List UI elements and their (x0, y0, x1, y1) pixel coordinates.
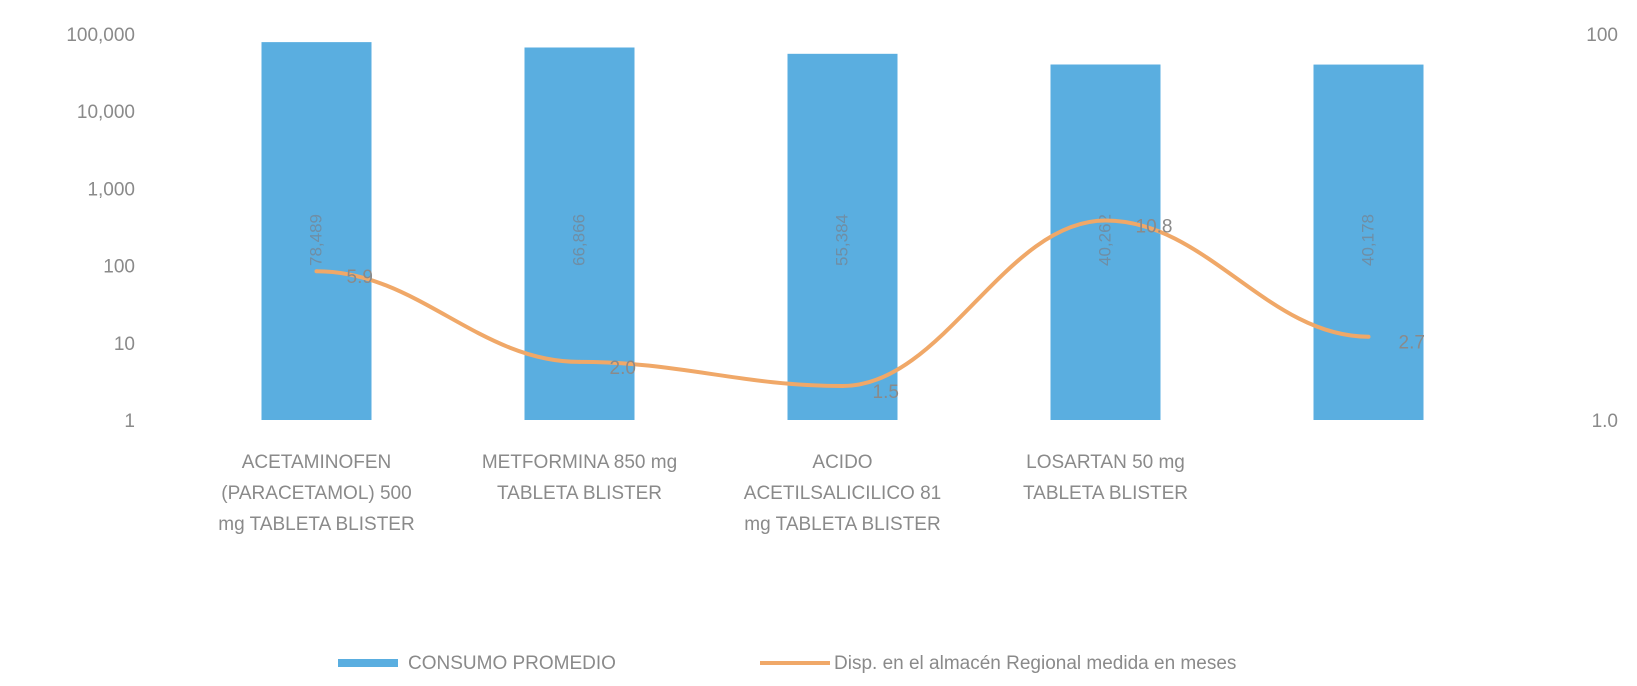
category-label-line: ACETAMINOFEN (242, 452, 392, 473)
legend-label-line: Disp. en el almacén Regional medida en m… (834, 653, 1236, 674)
bar-data-labels: 78,489 66,866 55,384 40,262 40,178 (307, 214, 1378, 266)
bar-value-label: 66,866 (570, 214, 589, 266)
legend-swatch-bar (338, 659, 398, 667)
category-label-line: ACETILSALICILICO 81 (744, 483, 941, 504)
bar-value-label: 78,489 (307, 214, 326, 266)
line-value-label: 2.7 (1399, 333, 1425, 354)
line-point (840, 384, 845, 389)
legend-label-bar: CONSUMO PROMEDIO (408, 653, 616, 674)
bar-value-label: 40,262 (1096, 214, 1115, 266)
category-label: LOSARTAN 50 mg TABLETA BLISTER (1023, 452, 1188, 504)
bar (787, 53, 898, 420)
legend: CONSUMO PROMEDIO Disp. en el almacén Reg… (338, 653, 1236, 674)
line-value-label: 1.5 (873, 382, 899, 403)
category-label-line: TABLETA BLISTER (497, 483, 662, 504)
line-point (1366, 334, 1371, 339)
category-label: METFORMINA 850 mg TABLETA BLISTER (482, 452, 677, 504)
line-value-label: 10.8 (1136, 217, 1173, 238)
bar (261, 42, 372, 421)
line-point (1103, 218, 1108, 223)
category-label-line: mg TABLETA BLISTER (218, 514, 414, 535)
category-label: ACETAMINOFEN (PARACETAMOL) 500 mg TABLETA … (218, 452, 414, 535)
category-label-line: METFORMINA 850 mg (482, 452, 677, 473)
category-label-line: mg TABLETA BLISTER (744, 514, 940, 535)
left-tick-label: 10 (114, 334, 135, 355)
category-label-line: TABLETA BLISTER (1023, 483, 1188, 504)
line-value-label: 2.0 (610, 358, 636, 379)
bar (1313, 64, 1424, 420)
left-tick-label: 100,000 (66, 25, 135, 46)
left-tick-label: 100 (103, 257, 135, 278)
line-path (316, 218, 1369, 389)
category-label-line: ACIDO (812, 452, 872, 473)
bar (1050, 64, 1161, 421)
left-tick-label: 10,000 (77, 102, 135, 123)
line-point (314, 269, 319, 274)
category-label: ACIDO ACETILSALICILICO 81 mg TABLETA BLIST… (744, 452, 941, 535)
left-tick-label: 1 (124, 411, 135, 432)
category-label-line: (PARACETAMOL) 500 (221, 483, 411, 504)
bar-value-label: 40,178 (1359, 214, 1378, 266)
left-axis: 1 10 100 1,000 10,000 100,000 (66, 25, 135, 432)
line-series (314, 218, 1371, 389)
line-point (577, 359, 582, 364)
category-axis: ACETAMINOFEN (PARACETAMOL) 500 mg TABLETA … (218, 452, 1188, 535)
category-label-line: LOSARTAN 50 mg (1026, 452, 1185, 473)
line-data-labels: 5.9 2.0 1.5 10.8 2.7 (347, 217, 1425, 403)
right-axis: 1.0 100 (1586, 25, 1618, 432)
line-value-label: 5.9 (347, 267, 373, 288)
bar-series (261, 42, 1424, 421)
left-tick-label: 1,000 (87, 179, 135, 200)
right-tick-label: 100 (1586, 25, 1618, 46)
right-tick-label: 1.0 (1592, 411, 1618, 432)
bar-value-label: 55,384 (833, 214, 852, 266)
